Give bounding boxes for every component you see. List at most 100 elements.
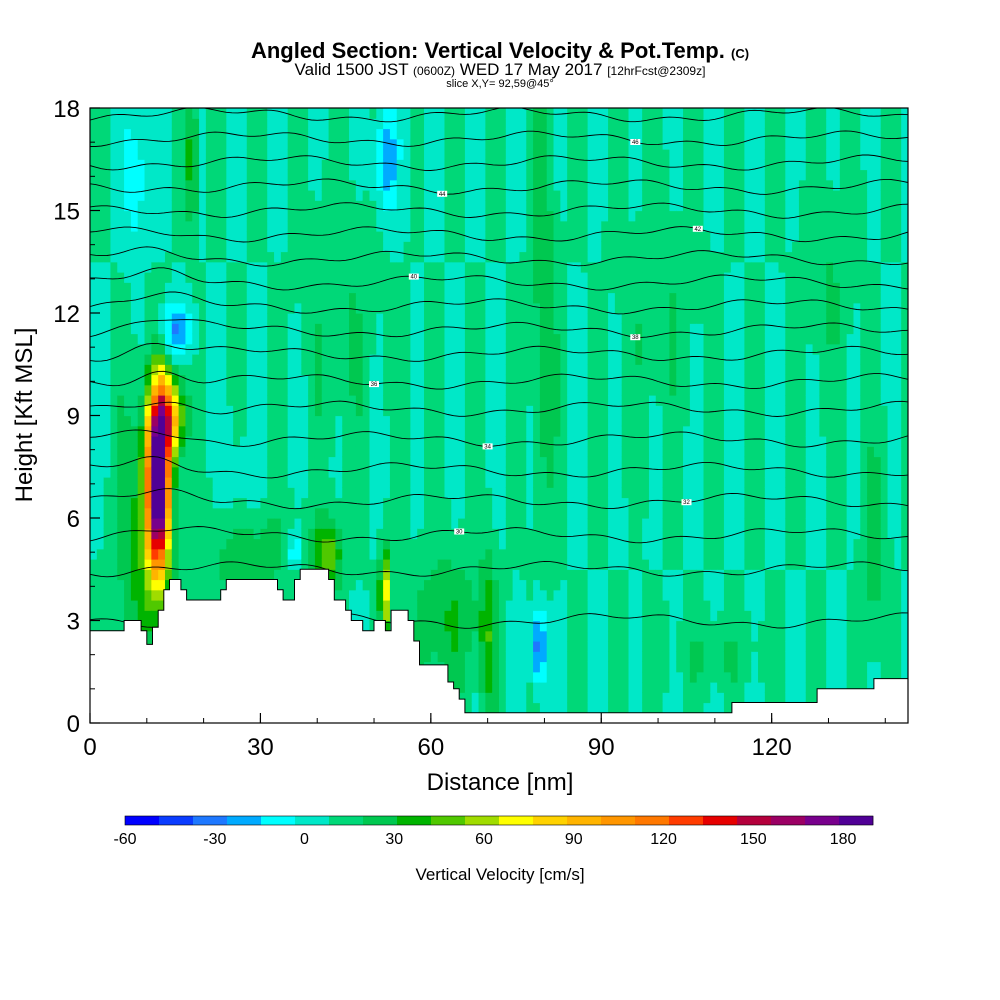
field-cell [253,231,262,242]
field-cell [594,190,602,201]
field-cell [539,436,548,447]
field-cell [355,436,364,447]
field-cell [342,149,350,160]
field-cell [301,343,309,355]
field-cell [96,261,105,273]
field-cell [512,138,521,150]
field-cell [389,313,398,324]
field-cell [635,272,643,283]
field-cell [444,507,452,519]
field-cell [369,128,377,140]
field-cell [349,251,357,263]
field-cell [499,261,507,273]
field-cell [410,559,418,570]
field-cell [164,128,173,140]
field-cell [519,364,527,376]
field-cell [533,548,541,560]
field-cell [417,138,425,150]
field-cell [608,641,616,652]
field-cell [608,651,616,663]
field-cell [560,313,568,324]
field-cell [478,405,486,417]
field-cell [594,384,602,396]
field-cell [621,497,630,509]
field-cell [376,354,384,365]
field-cell [260,559,268,570]
field-cell [587,261,596,273]
field-cell [158,282,166,294]
field-cell [246,497,255,509]
field-cell [424,610,432,622]
field-cell [308,538,316,550]
field-cell [614,600,623,611]
field-cell [485,538,493,550]
field-cell [587,343,596,355]
field-cell [274,374,282,386]
field-cell [458,477,466,488]
field-cell [485,702,493,714]
field-cell [233,456,241,468]
field-cell [533,395,541,406]
field-cell [608,169,616,181]
field-cell [424,179,432,191]
field-cell [471,138,480,150]
field-cell [601,569,609,581]
field-cell [239,138,248,150]
field-cell [424,425,432,437]
field-cell [199,415,207,427]
field-cell [458,179,466,191]
field-cell [294,374,302,386]
field-cell [546,272,555,283]
field-cell [246,302,255,314]
field-cell [492,630,500,642]
field-cell [437,220,446,232]
field-cell [171,456,180,468]
field-cell [635,313,643,324]
field-cell [253,251,262,263]
field-cell [321,425,330,437]
field-cell [226,425,234,437]
field-cell [328,384,336,396]
field-cell [444,159,452,171]
field-cell [410,292,418,304]
field-cell [96,343,105,355]
field-cell [437,425,446,437]
field-cell [458,569,466,581]
field-cell [124,436,132,447]
field-cell [219,384,227,396]
field-cell [110,282,118,294]
field-cell [567,395,575,406]
field-cell [424,323,432,335]
field-cell [464,579,473,591]
field-cell [287,415,296,427]
field-cell [383,159,391,171]
field-cell [369,384,377,396]
field-cell [464,538,473,550]
field-cell [396,159,405,171]
field-cell [362,395,371,406]
field-cell [458,579,466,591]
field-cell [192,333,200,345]
field-cell [369,446,377,458]
field-cell [219,374,227,386]
field-cell [369,200,377,212]
field-cell [267,302,275,314]
field-cell [117,292,125,304]
field-cell [580,169,589,181]
field-cell [485,518,493,529]
field-cell [130,579,139,591]
field-cell [621,384,630,396]
field-cell [117,302,125,314]
field-cell [287,395,296,406]
field-cell [158,538,166,550]
field-cell [376,251,384,263]
field-cell [546,661,555,673]
field-cell [287,261,296,273]
field-cell [635,354,643,365]
field-cell [301,528,309,540]
field-cell [96,354,105,365]
field-cell [648,456,657,468]
field-cell [621,600,630,611]
field-cell [117,507,125,519]
field-cell [553,190,561,201]
